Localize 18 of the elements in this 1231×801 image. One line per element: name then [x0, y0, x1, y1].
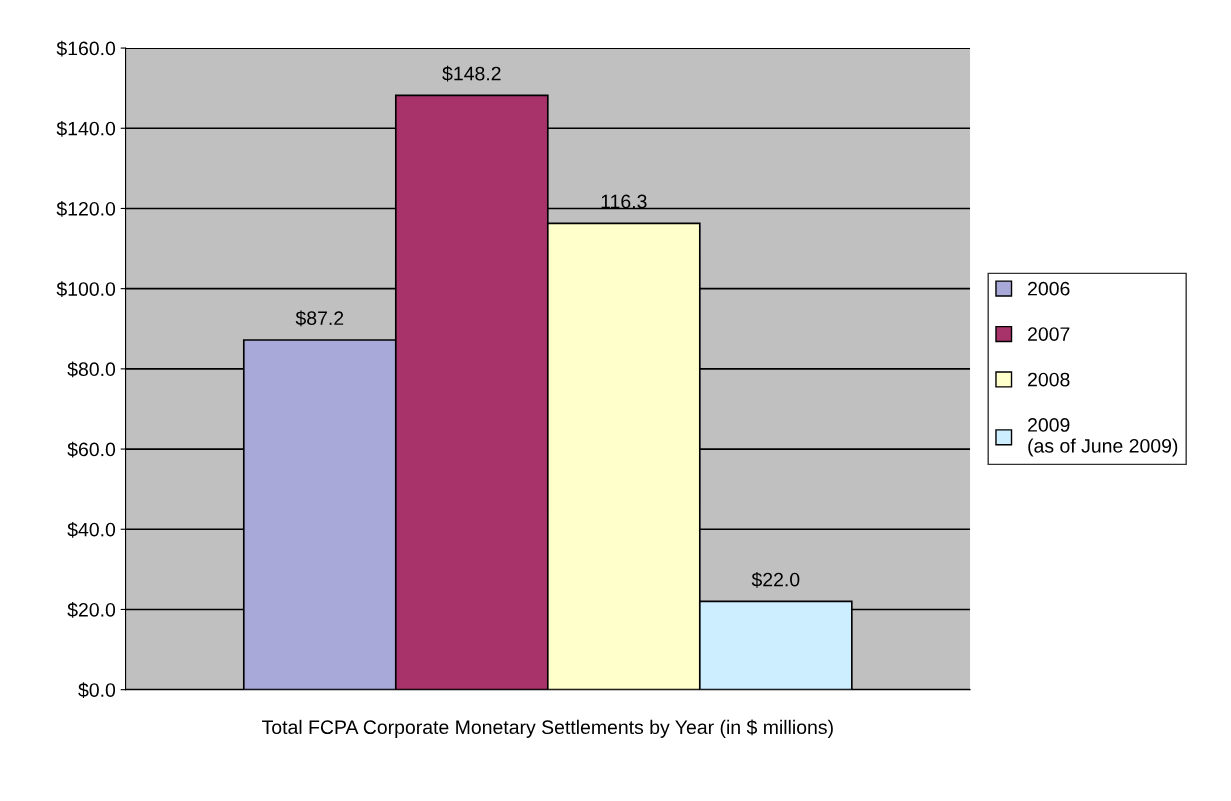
y-tick-label: $20.0: [67, 602, 116, 618]
y-tick-label: $140.0: [56, 120, 116, 137]
data-label: $87.2: [295, 310, 344, 327]
y-tick-label: $100.0: [56, 281, 116, 298]
legend-label: 2006: [1028, 281, 1070, 296]
y-tick-label: $80.0: [67, 361, 116, 378]
legend-label: 2009 (as of June 2009): [1028, 418, 1178, 457]
data-label: $148.2: [442, 65, 501, 82]
data-label: $22.0: [751, 571, 800, 588]
y-tick-label: $160.0: [56, 40, 116, 57]
data-label: 116.3: [601, 194, 647, 209]
x-axis-title: Total FCPA Corporate Monetary Settlements by Year (in $ millions): [262, 719, 833, 738]
y-tick-label: $40.0: [67, 521, 116, 538]
legend-label: 2008: [1028, 372, 1070, 387]
y-tick-label: $0.0: [78, 682, 116, 699]
y-tick-label: $60.0: [67, 441, 116, 458]
y-tick-label: $120.0: [56, 201, 116, 217]
legend-label: 2007: [1028, 327, 1070, 341]
